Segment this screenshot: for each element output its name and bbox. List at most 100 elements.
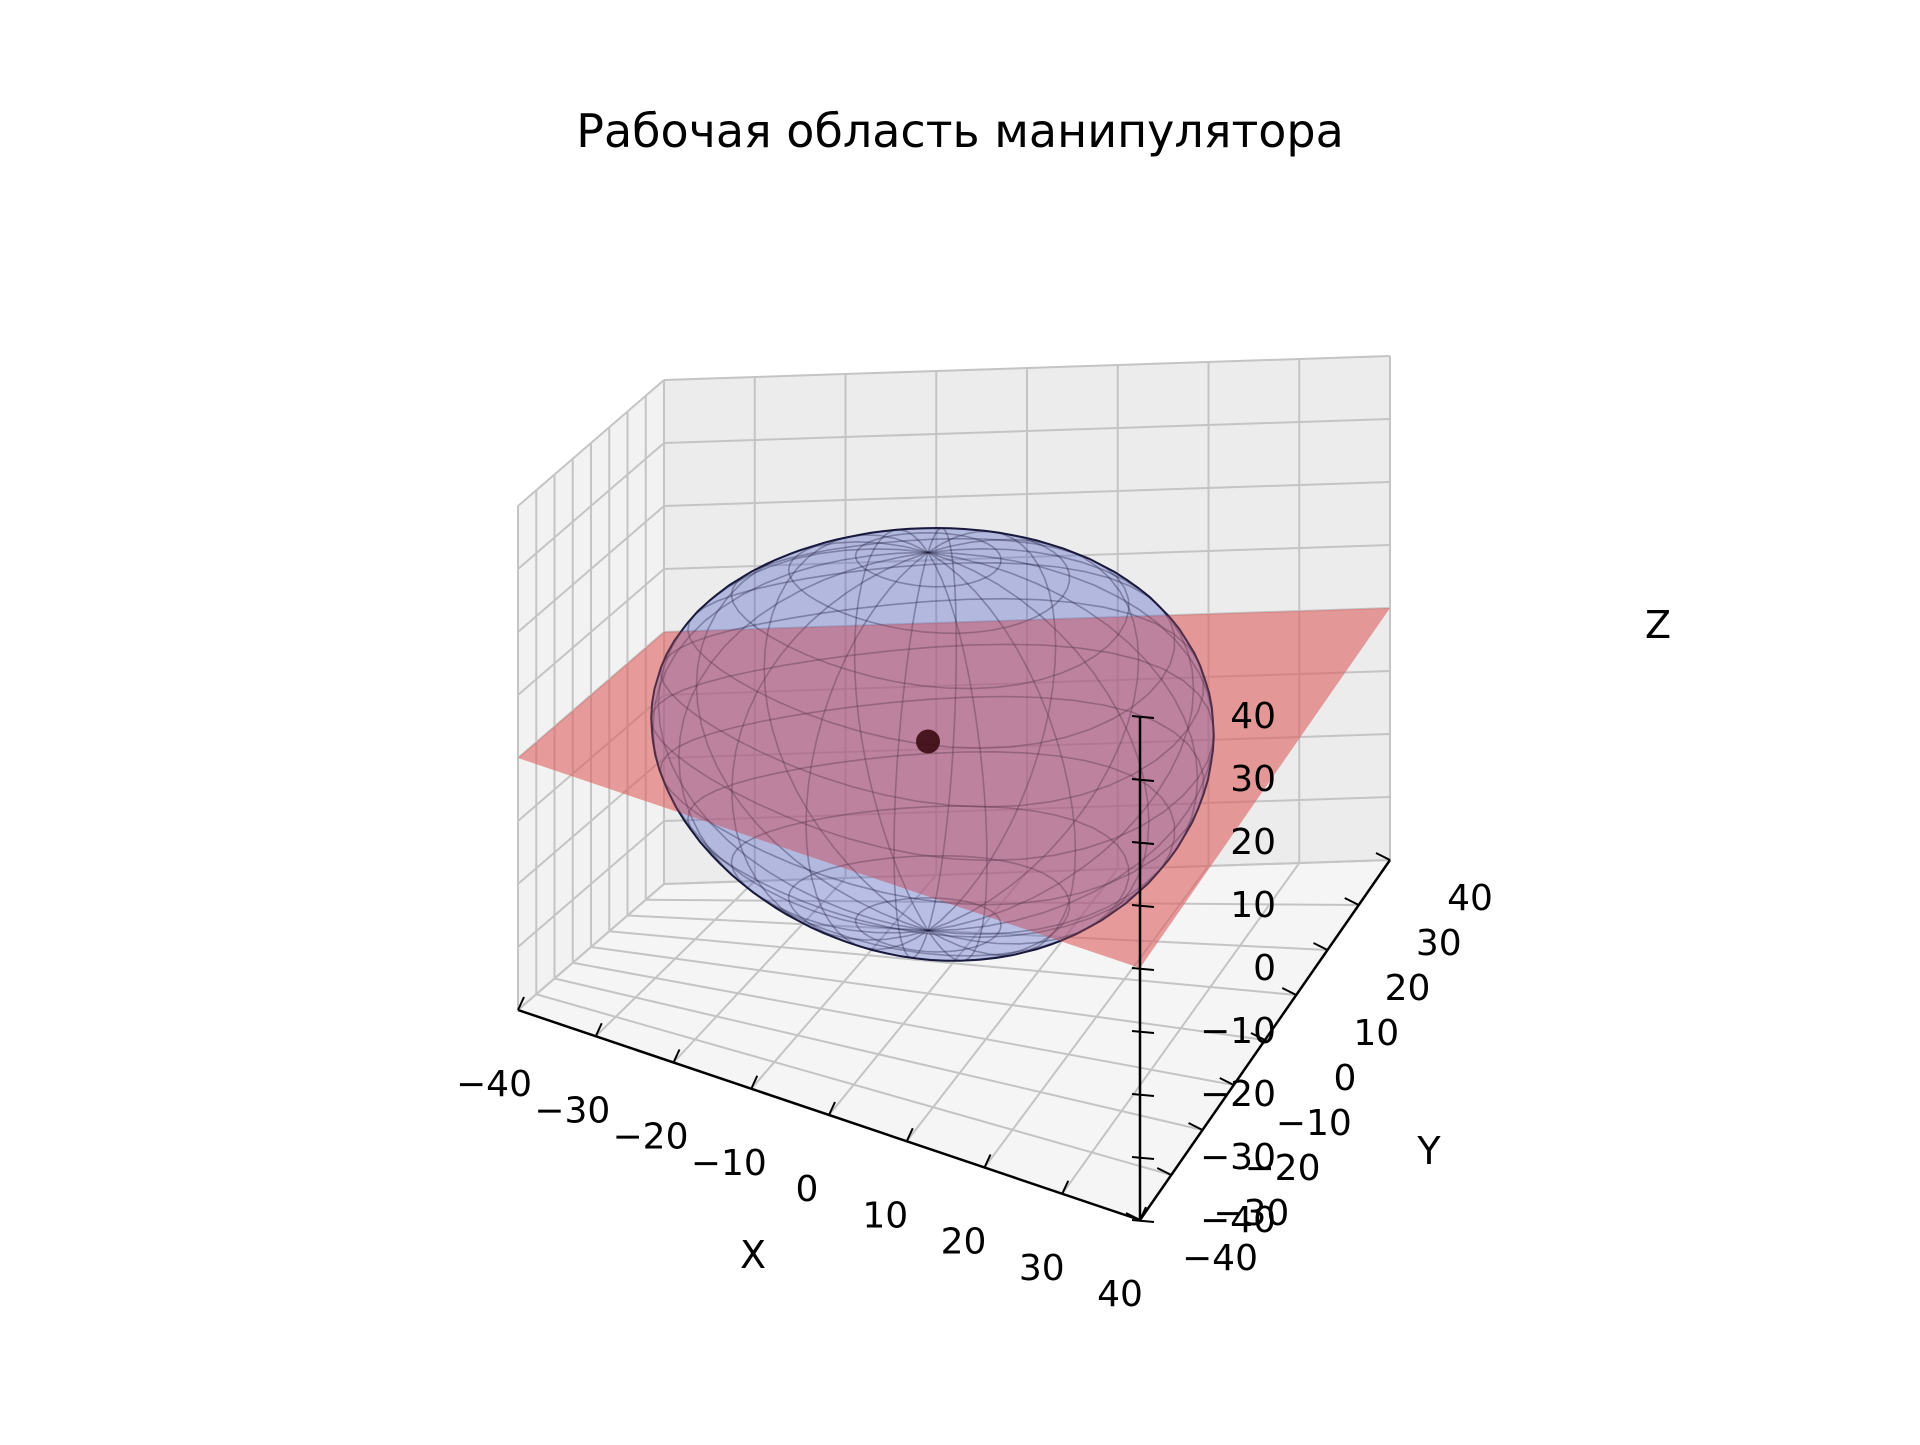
x-tick [750,1075,759,1090]
ellipsoid-meridian [927,538,1140,932]
plane-overlay [518,608,1390,968]
z-tick-label: −20 [1200,1074,1276,1115]
x-tick [517,996,525,1011]
ellipsoid-latitude [787,854,1071,962]
ellipsoid-meridian [927,527,958,931]
z-tick-label: 30 [1230,759,1276,800]
y-tick-label: 10 [1353,1013,1399,1054]
ellipsoid-meridian [763,534,929,932]
ellipsoid-latitude [730,805,1130,957]
z-tick-label: −40 [1200,1200,1276,1241]
y-tick [1188,1122,1203,1131]
ellipsoid-latitude [854,531,1002,588]
y-tick-label: 40 [1447,878,1493,919]
y-tick-label: −30 [1213,1193,1289,1234]
x-axis-label: X [740,1233,766,1277]
plane-z0 [518,608,1390,968]
sphere-layer [518,526,1390,968]
ellipsoid-latitude [787,527,1071,635]
y-tick [1156,1167,1172,1176]
origin-marker [916,729,940,754]
z-tick-label: 20 [1230,822,1276,863]
x-tick [905,1127,914,1142]
grid-back-z [663,481,1391,507]
grid-floor-x [1061,862,1301,1195]
ellipsoid-meridian [805,551,929,951]
x-tick [983,1154,992,1168]
grid-left-z [517,568,665,696]
z-tick [1131,967,1155,971]
z-axis-label: Z [1645,603,1671,647]
x-tick-label: 0 [796,1169,819,1210]
z-tick [1131,715,1155,719]
z-tick-label: 40 [1230,696,1276,737]
ellipsoid-meridian [730,551,929,941]
z-tick [1131,1093,1155,1097]
ellipsoid-latitude [650,643,1215,862]
grid-left-z [517,442,665,570]
ellipsoid-meridian [927,552,988,962]
grid-floor-y [609,930,1297,996]
ellipsoid-latitude [854,897,1002,953]
ellipsoid-meridian [927,530,1057,932]
z-tick-label: 10 [1230,885,1276,926]
y-tick [1375,852,1391,861]
y-tick-label: −40 [1182,1238,1258,1279]
z-tick-label: −10 [1200,1011,1276,1052]
grid-left-z [517,505,665,633]
grid-floor-x [905,868,1119,1142]
grid-back-z [663,355,1391,381]
ellipsoid-meridian [657,548,929,932]
ellipsoid-latitude [686,561,1176,750]
y-tick-label: 30 [1416,923,1462,964]
grid-floor-x [983,865,1210,1169]
ellipsoid-latitude [659,695,1205,906]
grid-back-z [663,544,1391,570]
grid-left-z [517,379,665,507]
z-tick-label: −30 [1200,1137,1276,1178]
ellipsoid-meridian [927,551,1150,945]
grid-floor-y [663,859,1391,885]
ellipsoid-latitude [659,597,1205,808]
z-tick [1131,1219,1155,1223]
pane-floor [518,860,1390,1220]
y-axis-label: Y [1416,1129,1441,1173]
y-tick [1219,1077,1235,1086]
ellipsoid-meridian [927,547,1195,932]
y-tick [1125,1212,1141,1221]
grid-left-z [517,631,665,759]
ellipsoid-latitude [730,537,1130,690]
z-tick [1131,1156,1155,1160]
x-tick-label: −40 [456,1064,532,1105]
z-tick [1131,778,1155,782]
y-tick-label: −10 [1276,1103,1352,1144]
ellipsoid-meridian [677,551,929,934]
ellipsoid-meridian [695,540,929,932]
x-tick-label: −20 [613,1117,689,1158]
x-tick-label: −10 [691,1143,767,1184]
grid-back-z [663,418,1391,444]
chart-title: Рабочая область манипулятора [576,104,1344,158]
z-tick [1131,904,1155,908]
ellipsoid-meridian [652,551,929,932]
ellipsoid-meridian [927,551,1077,957]
x-tick [594,1022,603,1037]
ellipsoid-latitude [686,750,1176,939]
plane-layer [518,608,1390,968]
z-tick [1131,1030,1155,1034]
x-tick [1139,1206,1147,1221]
tick-layer: −40−40−40−30−30−30−20−20−20−10−10−100001… [456,696,1493,1315]
z-tick [1131,841,1155,845]
axes-grid [517,355,1391,1221]
y-tick [1313,942,1328,951]
x-tick-label: 20 [941,1222,987,1263]
y-tick [1250,1032,1266,1041]
x-tick-label: −30 [534,1090,610,1131]
y-tick-label: −20 [1245,1148,1321,1189]
z-tick-label: 0 [1253,948,1276,989]
grid-floor-y [590,946,1266,1041]
ellipsoid-meridian [853,528,929,931]
x-tick [1061,1180,1070,1195]
